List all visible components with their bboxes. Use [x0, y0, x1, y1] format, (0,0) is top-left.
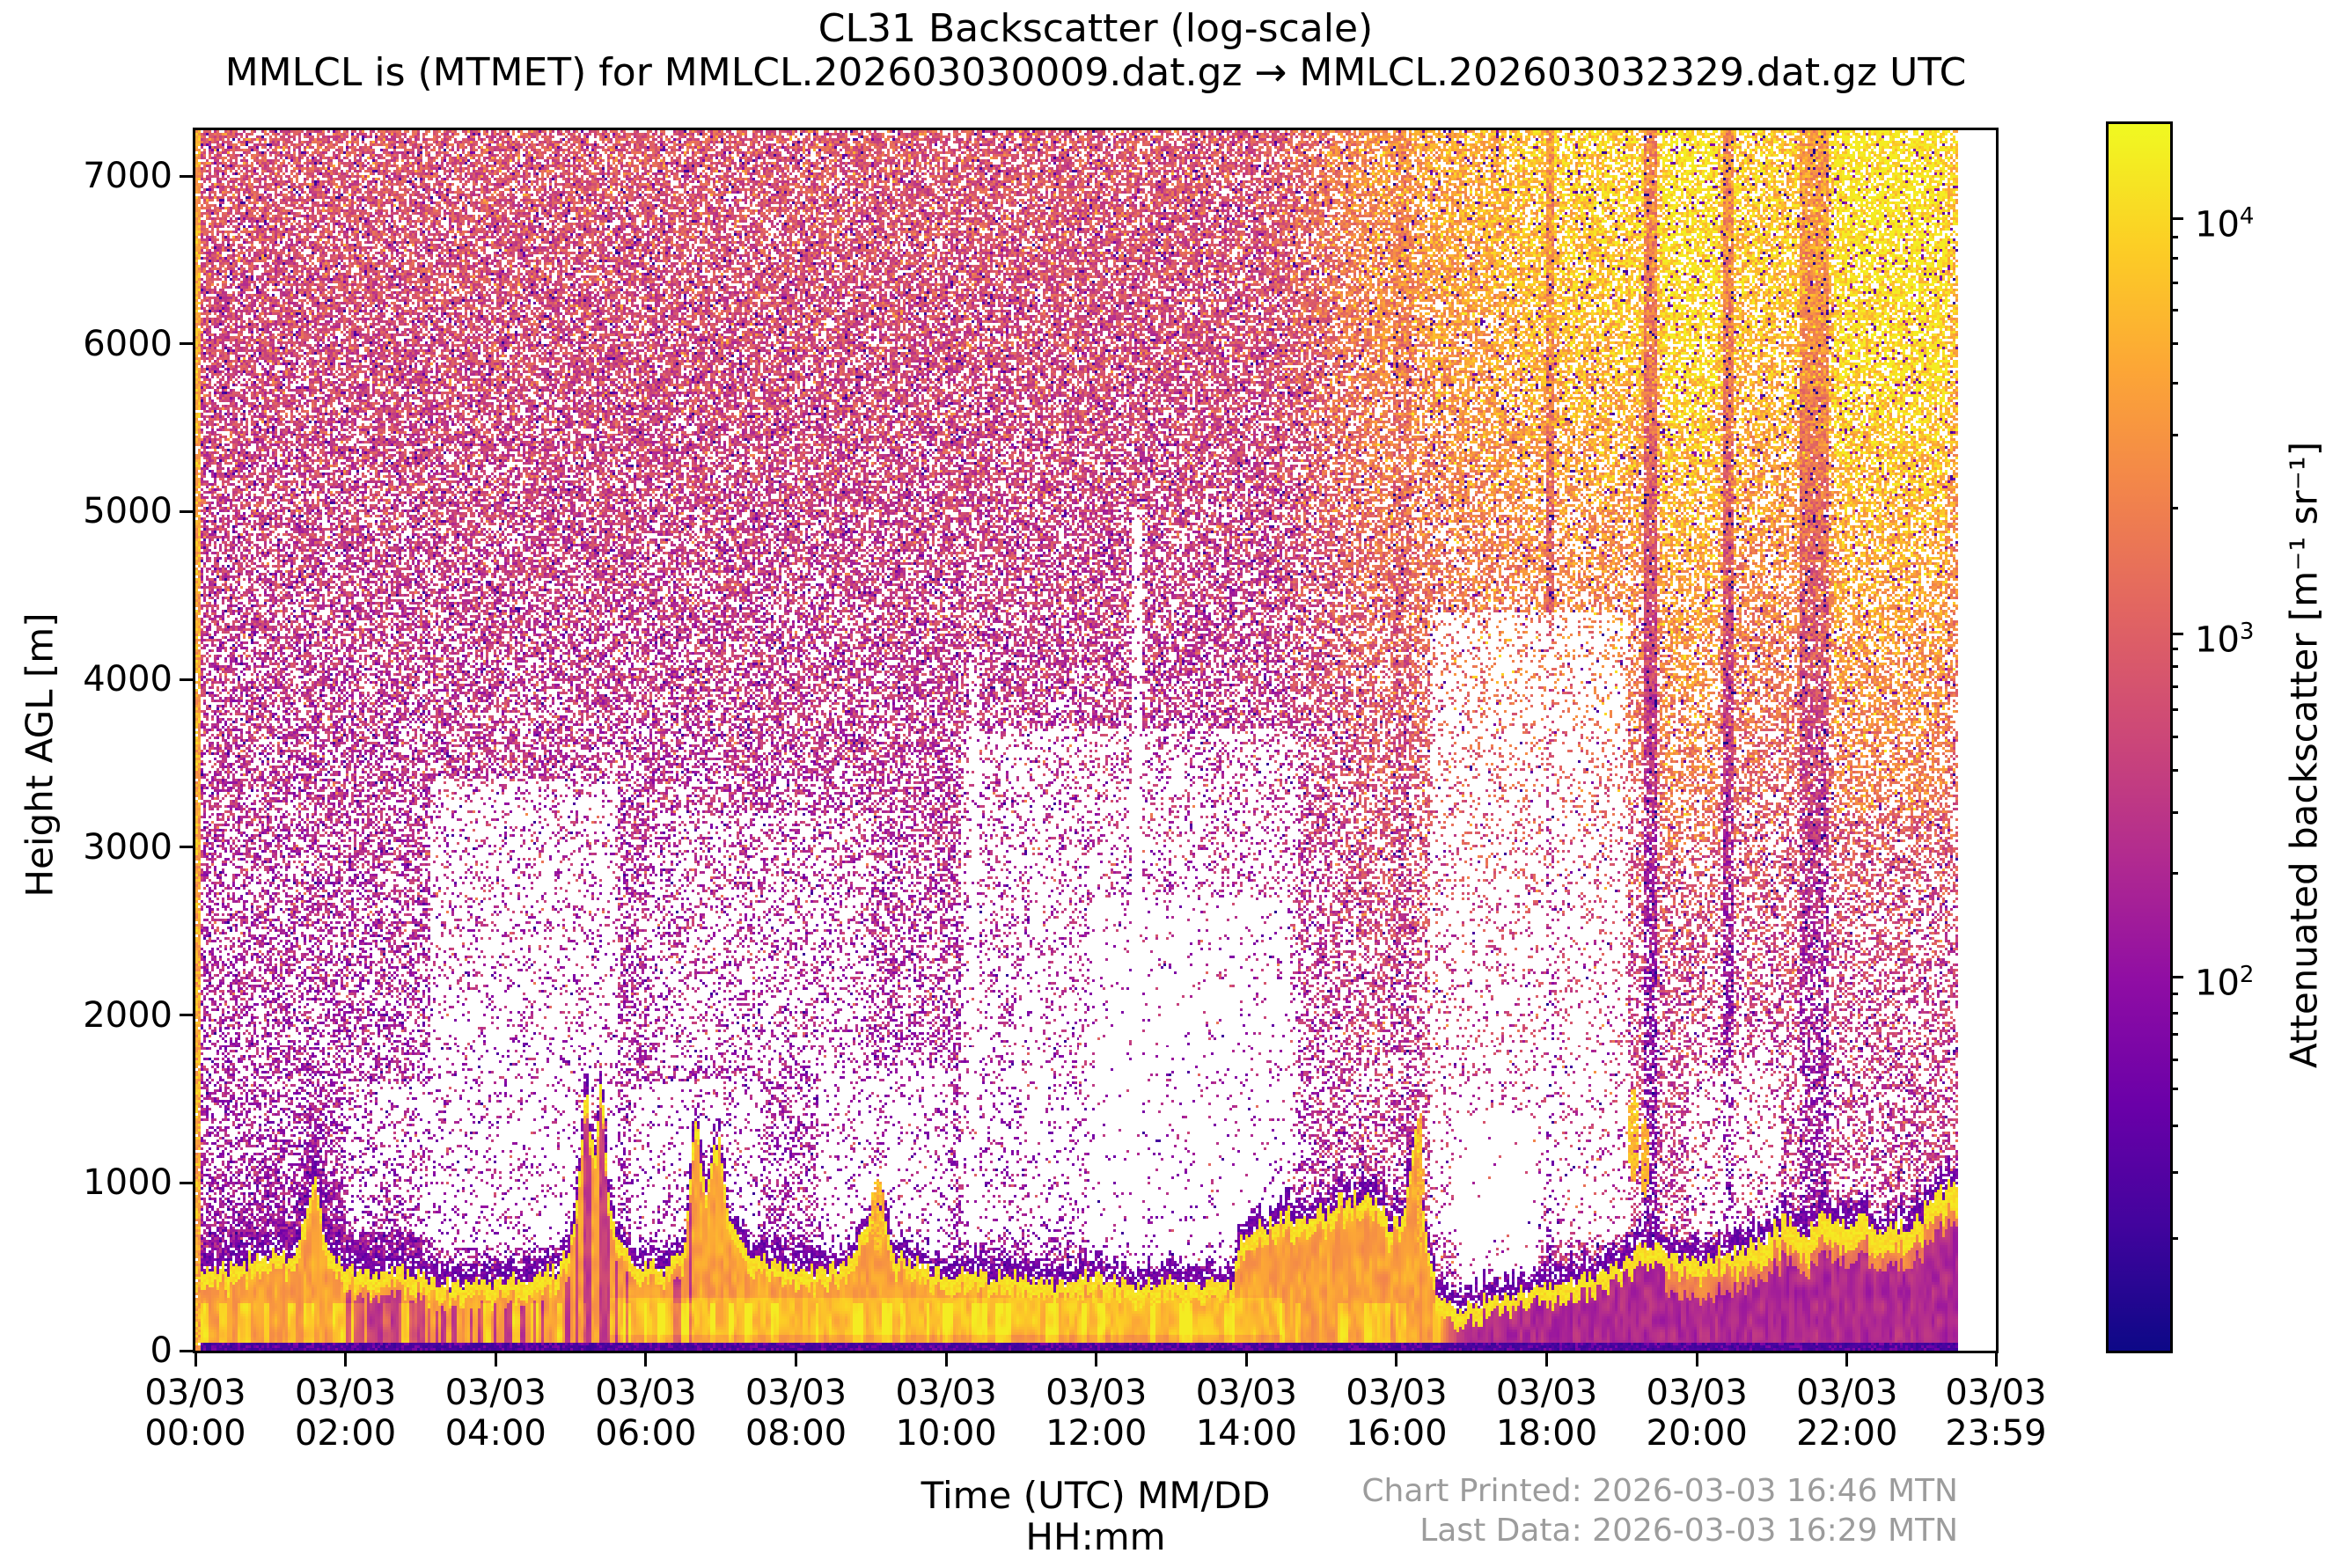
colorbar-minor-tick: [2170, 685, 2178, 688]
y-tick-label: 2000: [83, 994, 172, 1036]
colorbar-minor-tick: [2170, 341, 2178, 345]
y-tick-label: 6000: [83, 323, 172, 364]
colorbar-label: Attenuated backscatter [m⁻¹ sr⁻¹]: [2282, 441, 2326, 1069]
x-tick-label: 03/03 16:00: [1346, 1373, 1448, 1454]
colorbar-minor-tick: [2170, 309, 2178, 312]
colorbar-major-tick: [2170, 975, 2183, 978]
x-tick-mark: [944, 1353, 948, 1367]
x-tick-mark: [1395, 1353, 1398, 1367]
footer: Chart Printed: 2026-03-03 16:46 MTN Last…: [1361, 1471, 1958, 1550]
x-tick-label: 03/03 08:00: [745, 1373, 847, 1454]
colorbar-minor-tick: [2170, 1058, 2178, 1061]
x-tick-label: 03/03 02:00: [294, 1373, 397, 1454]
y-tick-mark: [180, 342, 193, 346]
colorbar-minor-tick: [2170, 648, 2178, 651]
colorbar-minor-tick: [2170, 236, 2178, 239]
x-axis-label: Time (UTC) MM/DD HH:mm: [921, 1475, 1271, 1557]
colorbar-minor-tick: [2170, 1033, 2178, 1037]
colorbar-minor-tick: [2170, 768, 2178, 772]
x-tick-mark: [1545, 1353, 1549, 1367]
x-tick-mark: [1845, 1353, 1849, 1367]
colorbar-major-tick: [2170, 216, 2183, 220]
x-tick-mark: [644, 1353, 648, 1367]
x-tick-label: 03/03 14:00: [1195, 1373, 1297, 1454]
y-tick-mark: [180, 174, 193, 178]
footer-lastdata: Last Data: 2026-03-03 16:29 MTN: [1419, 1513, 1958, 1549]
x-tick-mark: [344, 1353, 348, 1367]
x-tick-label: 03/03 10:00: [895, 1373, 997, 1454]
colorbar-minor-tick: [2170, 1236, 2178, 1240]
x-tick-mark: [194, 1353, 197, 1367]
colorbar-minor-tick: [2170, 1124, 2178, 1127]
x-tick-mark: [794, 1353, 797, 1367]
y-tick-mark: [180, 678, 193, 681]
colorbar-minor-tick: [2170, 1170, 2178, 1174]
y-tick-label: 1000: [83, 1162, 172, 1204]
footer-printed: Chart Printed: 2026-03-03 16:46 MTN: [1361, 1473, 1958, 1509]
colorbar-tick-label: 104: [2195, 203, 2255, 245]
y-tick-label: 0: [150, 1330, 172, 1371]
colorbar-minor-tick: [2170, 281, 2178, 284]
x-tick-mark: [1244, 1353, 1248, 1367]
colorbar-minor-tick: [2170, 735, 2178, 738]
colorbar-minor-tick: [2170, 257, 2178, 260]
colorbar-tick-label: 102: [2195, 962, 2255, 1004]
x-tick-label: 03/03 06:00: [595, 1373, 697, 1454]
x-tick-mark: [1695, 1353, 1698, 1367]
colorbar-major-tick: [2170, 632, 2183, 635]
x-tick-label: 03/03 20:00: [1646, 1373, 1748, 1454]
x-tick-label: 03/03 18:00: [1495, 1373, 1598, 1454]
colorbar-minor-tick: [2170, 872, 2178, 876]
y-axis-label: Height AGL [m]: [18, 612, 62, 898]
y-tick-mark: [180, 1181, 193, 1184]
y-tick-mark: [180, 1014, 193, 1017]
colorbar-minor-tick: [2170, 708, 2178, 712]
y-tick-mark: [180, 846, 193, 849]
x-axis-label-line1: Time (UTC) MM/DD: [921, 1474, 1271, 1517]
colorbar-minor-tick: [2170, 434, 2178, 437]
x-tick-label: 03/03 12:00: [1045, 1373, 1148, 1454]
x-tick-label: 03/03 22:00: [1796, 1373, 1898, 1454]
colorbar-tick-label: 103: [2195, 619, 2255, 661]
colorbar-minor-tick: [2170, 1088, 2178, 1091]
plot-area: [193, 128, 1999, 1353]
colorbar-minor-tick: [2170, 382, 2178, 385]
y-tick-label: 4000: [83, 659, 172, 700]
x-tick-mark: [1994, 1353, 1998, 1367]
colorbar-minor-tick: [2170, 992, 2178, 995]
y-tick-label: 5000: [83, 491, 172, 532]
colorbar-gradient: [2109, 124, 2170, 1351]
colorbar: [2106, 121, 2173, 1353]
chart-subtitle: MMLCL is (MTMET) for MMLCL.202603030009.…: [224, 50, 1967, 95]
x-axis-label-line2: HH:mm: [1025, 1515, 1166, 1558]
y-tick-mark: [180, 1349, 193, 1352]
colorbar-minor-tick: [2170, 1011, 2178, 1015]
colorbar-minor-tick: [2170, 665, 2178, 669]
x-tick-mark: [494, 1353, 497, 1367]
x-tick-label: 03/03 00:00: [144, 1373, 246, 1454]
x-tick-label: 03/03 04:00: [444, 1373, 546, 1454]
y-tick-label: 3000: [83, 826, 172, 868]
colorbar-minor-tick: [2170, 811, 2178, 815]
x-tick-mark: [1095, 1353, 1098, 1367]
y-tick-label: 7000: [83, 156, 172, 196]
heatmap-canvas: [195, 130, 1958, 1351]
colorbar-minor-tick: [2170, 507, 2178, 510]
x-tick-label: 03/03 23:59: [1945, 1373, 2047, 1454]
chart-title: CL31 Backscatter (log-scale): [818, 6, 1374, 51]
y-tick-mark: [180, 509, 193, 513]
